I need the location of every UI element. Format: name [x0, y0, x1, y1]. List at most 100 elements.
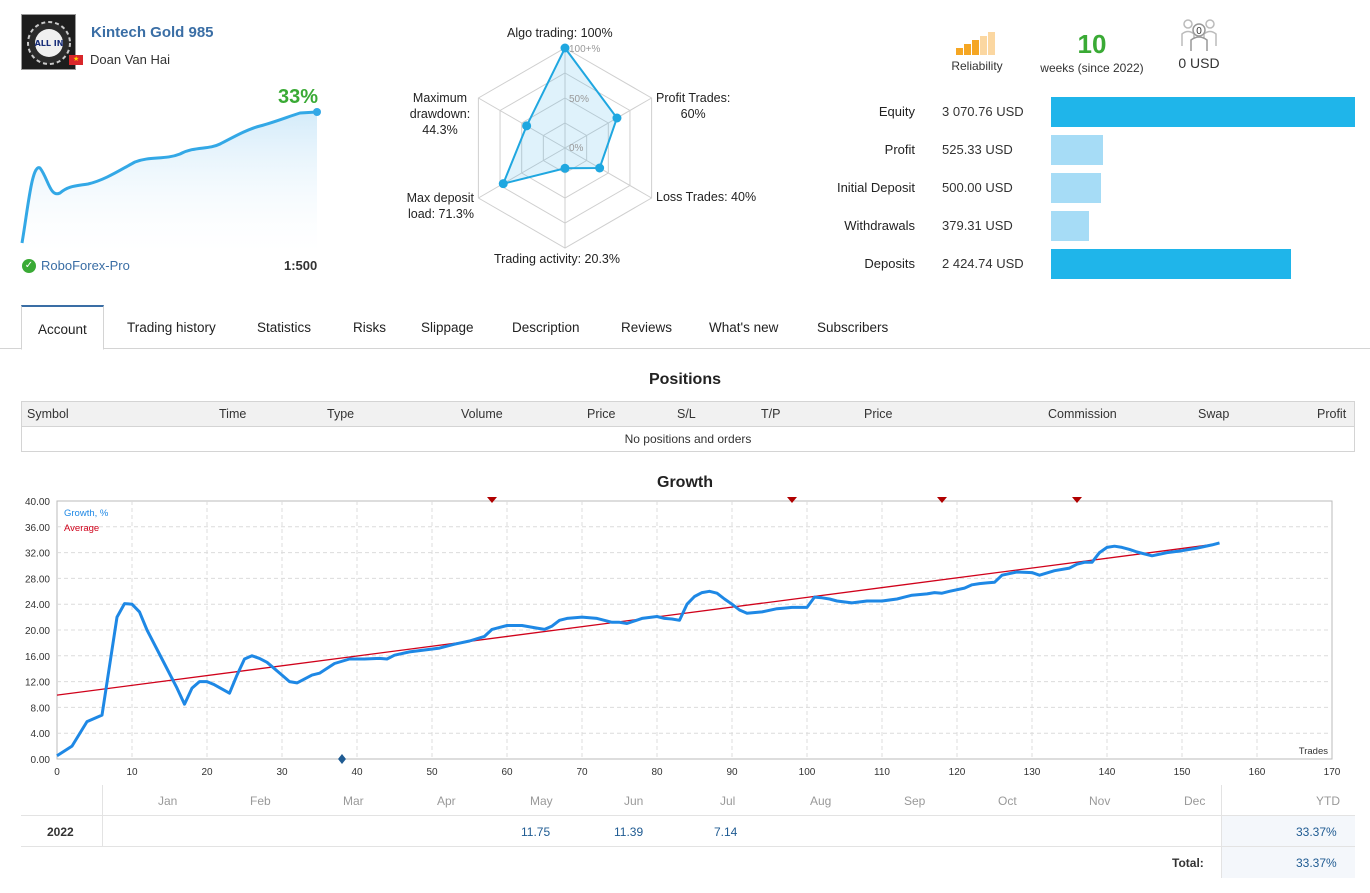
radar-label-drawdown: Maximum drawdown: 44.3%	[409, 91, 471, 137]
tab-bar: Account Trading history Statistics Risks…	[0, 305, 1370, 350]
x-tick-label: 40	[351, 767, 363, 778]
growth-marker	[338, 754, 346, 764]
author-name[interactable]: Doan Van Hai	[90, 52, 170, 67]
col-price-open[interactable]: Price	[587, 407, 616, 421]
col-price-current[interactable]: Price	[864, 407, 893, 421]
col-type[interactable]: Type	[327, 407, 355, 421]
reliability-kpi[interactable]: Reliability	[944, 30, 1010, 73]
mini-chart-area	[22, 112, 317, 253]
signal-avatar[interactable]: ALL IN	[21, 14, 76, 70]
balance-bars: Equity 3 070.76 USD Profit 525.33 USD In…	[790, 95, 1360, 285]
positions-title: Positions	[648, 371, 721, 388]
col-profit[interactable]: Profit	[1317, 407, 1347, 421]
broker-name[interactable]: RoboForex-Pro	[41, 258, 130, 273]
tab-statistics[interactable]: Statistics	[257, 320, 312, 335]
bar-label: Deposits	[864, 256, 915, 271]
col-swap[interactable]: Swap	[1198, 407, 1230, 421]
bar-value: 525.33 USD	[942, 142, 1013, 157]
tab-description[interactable]: Description	[512, 320, 580, 335]
weeks-value: 10	[1077, 29, 1107, 59]
month-mar: Mar	[343, 794, 364, 808]
col-symbol[interactable]: Symbol	[27, 407, 69, 421]
value-jul[interactable]: 7.14	[714, 825, 738, 839]
reliability-label: Reliability	[951, 59, 1003, 73]
radar-axis	[478, 97, 566, 149]
x-tick-label: 80	[651, 767, 663, 778]
col-commission[interactable]: Commission	[1048, 407, 1117, 421]
x-tick-label: 70	[576, 767, 588, 778]
radar-scale-100: 100+%	[569, 44, 601, 55]
monthly-returns-table: Jan Feb Mar Apr May Jun Jul Aug Sep Oct …	[21, 785, 1355, 878]
bar-fill-deposits	[1051, 249, 1291, 279]
radar-axis	[478, 147, 566, 199]
value-jun[interactable]: 11.39	[614, 825, 644, 839]
bar-row-equity: Equity 3 070.76 USD	[790, 95, 1360, 133]
weeks-kpi: 10 weeks (since 2022)	[1036, 30, 1148, 75]
month-nov: Nov	[1089, 794, 1111, 808]
tab-trading-history[interactable]: Trading history	[127, 320, 216, 335]
value-ytd: 33.37%	[1296, 825, 1337, 839]
y-tick-label: 12.00	[25, 678, 50, 689]
bar-fill-withdrawals	[1051, 211, 1089, 241]
y-tick-label: 32.00	[25, 549, 50, 560]
x-tick-label: 90	[726, 767, 738, 778]
bar-row-deposits: Deposits 2 424.74 USD	[790, 247, 1360, 285]
x-tick-label: 20	[201, 767, 213, 778]
x-tick-label: 160	[1249, 767, 1266, 778]
month-sep: Sep	[904, 794, 926, 808]
x-tick-label: 170	[1324, 767, 1341, 778]
col-time[interactable]: Time	[219, 407, 247, 421]
radar-label-deposit-load: Max deposit load: 71.3%	[406, 191, 474, 221]
month-jun: Jun	[624, 794, 644, 808]
y-tick-label: 36.00	[25, 523, 50, 534]
y-tick-label: 4.00	[31, 729, 51, 740]
tab-whats-new[interactable]: What's new	[709, 320, 779, 335]
radar-scale-0: 0%	[569, 143, 584, 154]
y-tick-label: 8.00	[31, 703, 51, 714]
vietnam-flag-icon	[69, 54, 83, 65]
tab-reviews[interactable]: Reviews	[621, 320, 673, 335]
growth-title: Growth	[657, 474, 713, 491]
subscribers-funds: 0 USD	[1178, 55, 1220, 71]
withdrawal-marker	[937, 497, 947, 503]
bar-value: 379.31 USD	[942, 218, 1013, 233]
month-dec: Dec	[1184, 794, 1206, 808]
bar-value: 2 424.74 USD	[942, 256, 1024, 271]
bar-fill-equity	[1051, 97, 1355, 127]
month-oct: Oct	[998, 794, 1017, 808]
col-volume[interactable]: Volume	[461, 407, 503, 421]
radar-label-loss-trades: Loss Trades: 40%	[656, 190, 757, 204]
value-may[interactable]: 11.75	[521, 825, 551, 839]
verified-check-icon: ✓	[22, 258, 36, 273]
radar-chart: Algo trading: 100% 100+% 50% 0% Profit T…	[395, 20, 775, 270]
positions-header-row: Symbol Time Type Volume Price S/L T/P Pr…	[22, 402, 1354, 427]
positions-empty-text: No positions and orders	[624, 432, 752, 446]
tab-subscribers[interactable]: Subscribers	[817, 320, 889, 335]
monthly-total-row: Total: 33.37%	[21, 847, 1355, 878]
tab-account[interactable]: Account	[21, 305, 104, 350]
month-may: May	[530, 794, 553, 808]
bar-label: Equity	[878, 104, 915, 119]
tab-risks[interactable]: Risks	[353, 320, 386, 335]
signal-title[interactable]: Kintech Gold 985	[91, 24, 214, 41]
subscribers-kpi[interactable]: 0 0 USD	[1170, 16, 1228, 71]
col-tp[interactable]: T/P	[761, 407, 781, 421]
mini-chart-end-point	[313, 108, 321, 116]
radar-scale-50: 50%	[569, 94, 590, 105]
x-tick-label: 60	[501, 767, 513, 778]
ytd-header: YTD	[1316, 794, 1340, 808]
col-sl[interactable]: S/L	[677, 407, 696, 421]
x-tick-label: 140	[1099, 767, 1116, 778]
subscribers-people-icon: 0	[1181, 19, 1217, 51]
radar-axis	[564, 97, 652, 149]
month-jul: Jul	[720, 794, 736, 808]
y-tick-label: 16.00	[25, 652, 50, 663]
bar-label: Initial Deposit	[836, 180, 915, 195]
radar-point-algo	[560, 43, 570, 53]
bar-label: Withdrawals	[844, 218, 915, 233]
x-tick-label: 120	[949, 767, 966, 778]
tab-slippage[interactable]: Slippage	[421, 320, 474, 335]
subscribers-count: 0	[1196, 26, 1202, 37]
radar-point-deposit-load	[498, 179, 508, 189]
radar-label-algo: Algo trading: 100%	[507, 26, 613, 40]
